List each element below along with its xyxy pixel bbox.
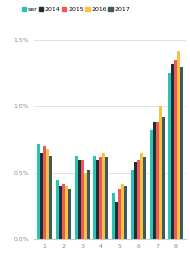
Bar bbox=[174, 60, 177, 239]
Bar bbox=[150, 130, 153, 239]
Bar bbox=[137, 160, 140, 239]
Bar bbox=[40, 153, 43, 239]
Bar bbox=[112, 193, 115, 239]
Bar bbox=[96, 160, 99, 239]
Bar bbox=[81, 160, 84, 239]
Bar bbox=[62, 184, 65, 239]
Bar bbox=[84, 173, 87, 239]
Bar bbox=[168, 73, 171, 239]
Bar bbox=[56, 180, 59, 239]
Bar bbox=[37, 144, 40, 239]
Bar bbox=[65, 186, 68, 239]
Bar bbox=[134, 162, 137, 239]
Bar bbox=[99, 157, 102, 239]
Bar bbox=[74, 156, 78, 239]
Bar bbox=[102, 153, 105, 239]
Bar bbox=[159, 106, 162, 239]
Bar bbox=[68, 189, 71, 239]
Bar bbox=[131, 170, 134, 239]
Bar bbox=[59, 186, 62, 239]
Bar bbox=[162, 117, 165, 239]
Legend: ser, 2014, 2015, 2016, 2017: ser, 2014, 2015, 2016, 2017 bbox=[19, 4, 132, 15]
Bar bbox=[115, 202, 118, 239]
Bar bbox=[124, 186, 127, 239]
Bar bbox=[93, 156, 96, 239]
Bar bbox=[118, 189, 121, 239]
Bar bbox=[143, 157, 146, 239]
Bar bbox=[105, 157, 108, 239]
Bar bbox=[43, 146, 46, 239]
Bar bbox=[140, 153, 143, 239]
Bar bbox=[121, 184, 124, 239]
Bar bbox=[49, 156, 52, 239]
Bar bbox=[180, 66, 183, 239]
Bar bbox=[153, 122, 156, 239]
Bar bbox=[177, 51, 180, 239]
Bar bbox=[156, 122, 159, 239]
Bar bbox=[78, 160, 81, 239]
Bar bbox=[171, 64, 174, 239]
Bar bbox=[87, 170, 89, 239]
Bar bbox=[46, 149, 49, 239]
